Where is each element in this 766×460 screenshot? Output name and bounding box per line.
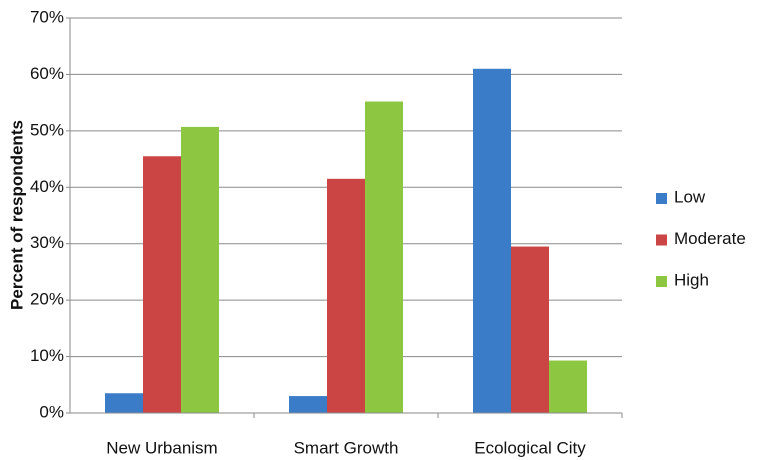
bar: [105, 393, 143, 413]
x-tick-label: New Urbanism: [106, 438, 217, 457]
y-axis-label: Percent of respondents: [7, 120, 26, 310]
bar: [143, 156, 181, 413]
bar: [549, 360, 587, 413]
x-tick-label: Ecological City: [474, 438, 586, 457]
bar: [327, 178, 365, 413]
legend-label: Low: [674, 187, 706, 206]
bar: [289, 396, 327, 413]
bar: [181, 126, 219, 414]
y-tick-label: 30%: [30, 233, 64, 252]
y-tick-label: 60%: [30, 64, 64, 83]
y-tick-label: 10%: [30, 346, 64, 365]
legend-label: Moderate: [674, 229, 746, 248]
y-tick-label: 40%: [30, 177, 64, 196]
legend-label: High: [674, 270, 709, 289]
legend-swatch: [656, 234, 667, 246]
legend-swatch: [656, 276, 667, 287]
bar: [511, 246, 549, 413]
y-tick-label: 20%: [30, 290, 64, 309]
x-tick-label: Smart Growth: [294, 438, 399, 457]
bar: [473, 68, 511, 414]
y-tick-label: 0%: [39, 402, 64, 421]
bar: [365, 101, 403, 413]
legend-swatch: [656, 193, 667, 204]
y-tick-label: 70%: [30, 7, 64, 26]
y-tick-label: 50%: [30, 120, 64, 139]
